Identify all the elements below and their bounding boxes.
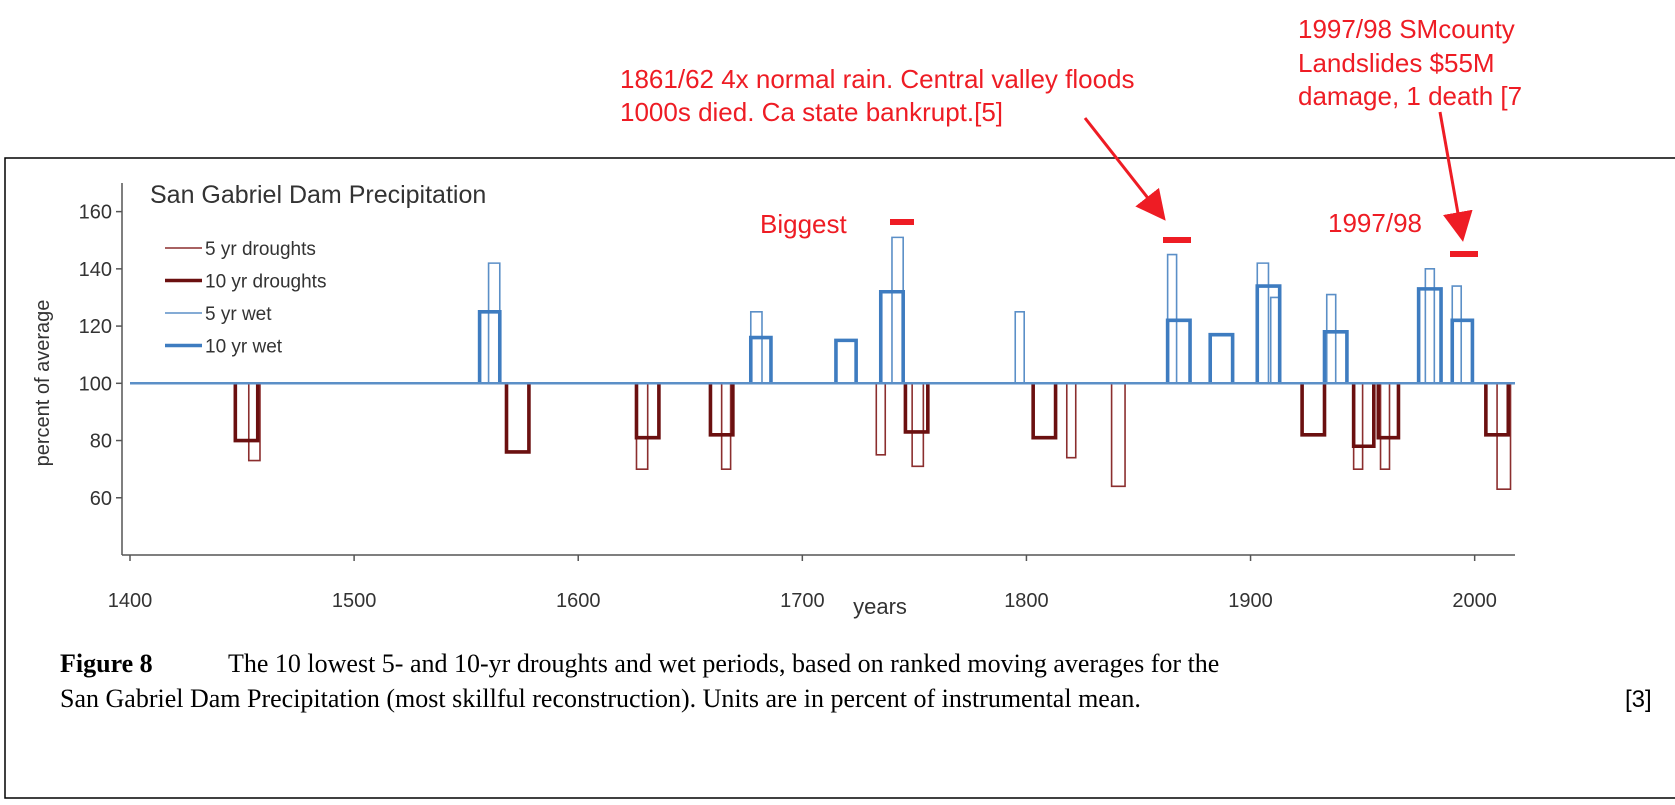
annotation: Biggest (760, 209, 847, 239)
step-period (708, 383, 735, 437)
legend-label: 5 yr droughts (205, 239, 316, 260)
legend-label: 10 yr wet (205, 337, 283, 358)
step-period (1325, 293, 1337, 384)
y-tick-label: 160 (79, 202, 112, 224)
caption-label: Figure 8 (60, 649, 153, 678)
y-tick-label: 80 (90, 431, 112, 453)
arrow (1438, 111, 1473, 242)
step-period (634, 383, 661, 440)
figure-frame (4, 157, 1675, 799)
step-period (1300, 383, 1327, 437)
step-period (477, 309, 502, 384)
step-period (504, 383, 531, 454)
step-period (1376, 383, 1401, 440)
step-period (1379, 383, 1391, 470)
y-axis-label: percent of average (32, 300, 54, 467)
chart-title: San Gabriel Dam Precipitation (150, 181, 486, 209)
step-period (911, 383, 925, 468)
step-period (1110, 383, 1126, 488)
step-period (1014, 310, 1025, 384)
x-tick-label: 2000 (1452, 590, 1497, 612)
annotation: 1861/62 4x normal rain. Central valley f… (620, 64, 1135, 94)
x-axis-label: years (853, 594, 907, 619)
y-tick-label: 60 (90, 488, 112, 510)
x-tick-label: 1400 (108, 590, 153, 612)
marker-dash (1163, 237, 1191, 243)
caption-text: The 10 lowest 5- and 10-yr droughts and … (228, 649, 1219, 678)
x-tick-label: 1600 (556, 590, 601, 612)
x-tick-label: 1900 (1228, 590, 1273, 612)
step-period (1416, 287, 1443, 384)
step-period (1031, 383, 1058, 440)
y-tick-label: 140 (79, 259, 112, 281)
legend-label: 5 yr wet (205, 304, 272, 325)
arrow (1083, 117, 1166, 221)
step-period (875, 383, 887, 456)
step-period (1065, 383, 1077, 459)
annotation: 1997/98 (1328, 208, 1422, 238)
step-period (1255, 284, 1282, 384)
caption-ref: [3] (1625, 686, 1652, 713)
x-tick-label: 1800 (1004, 590, 1049, 612)
annotation: 1997/98 SMcounty (1298, 14, 1515, 44)
step-period (1351, 383, 1376, 449)
step-period (1322, 329, 1349, 384)
marker-dash (890, 219, 914, 225)
y-tick-label: 100 (79, 373, 112, 395)
annotation: damage, 1 death [7 (1298, 81, 1522, 111)
annotation: Landslides $55M (1298, 48, 1495, 78)
step-period (233, 383, 260, 443)
x-tick-label: 1500 (332, 590, 377, 612)
step-period (1208, 332, 1235, 384)
legend-label: 10 yr droughts (205, 272, 326, 293)
annotation: 1000s died. Ca state bankrupt.[5] (620, 97, 1003, 127)
x-tick-label: 1700 (780, 590, 825, 612)
marker-dash (1450, 251, 1478, 257)
caption-text: San Gabriel Dam Precipitation (most skil… (60, 684, 1141, 713)
y-tick-label: 120 (79, 316, 112, 338)
step-period (903, 383, 930, 434)
step-period (247, 383, 261, 462)
step-period (1424, 268, 1436, 384)
step-period (720, 383, 732, 470)
step-period (878, 289, 905, 384)
step-period (748, 335, 773, 384)
step-period (1484, 383, 1511, 437)
step-period (834, 338, 858, 384)
step-period (1450, 318, 1475, 384)
step-period (1165, 318, 1192, 384)
